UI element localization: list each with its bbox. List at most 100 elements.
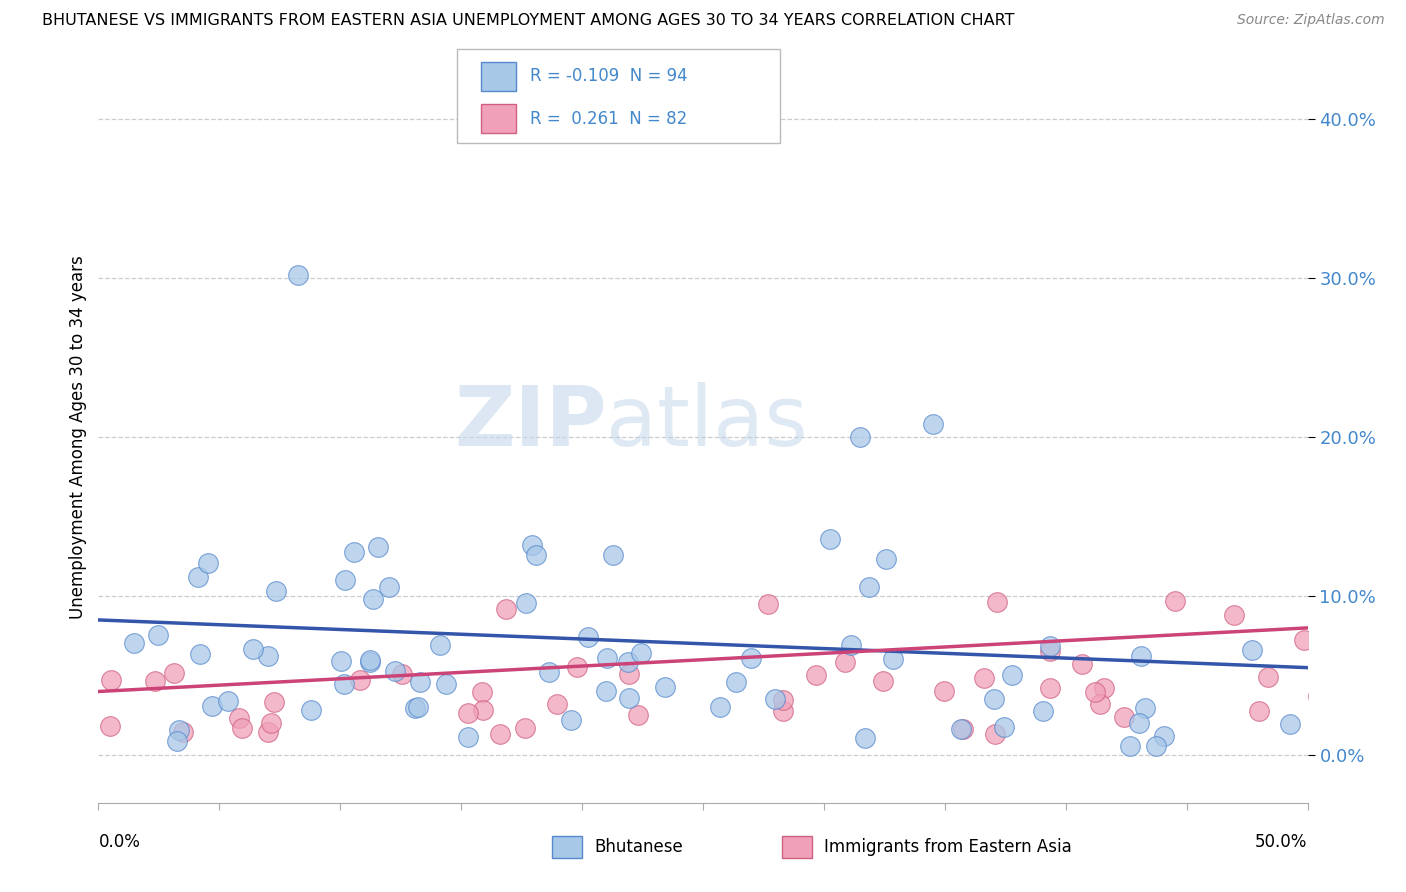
Point xyxy=(388,650,411,665)
Point xyxy=(202,711,225,725)
Point xyxy=(299,691,322,706)
Point xyxy=(685,723,707,737)
Point xyxy=(127,607,149,621)
Point xyxy=(1208,624,1230,639)
Point xyxy=(413,609,436,624)
Point xyxy=(205,555,228,569)
Point xyxy=(690,714,713,729)
Point xyxy=(782,631,804,645)
Point xyxy=(1070,668,1092,682)
Text: ZIP: ZIP xyxy=(454,382,606,463)
Text: R = -0.109  N = 94: R = -0.109 N = 94 xyxy=(530,68,688,86)
Point xyxy=(717,697,740,711)
Point xyxy=(138,651,160,665)
Point xyxy=(262,660,284,674)
Point xyxy=(1212,638,1234,652)
Point xyxy=(844,582,866,597)
Point xyxy=(229,695,252,709)
Point xyxy=(343,674,366,689)
Point xyxy=(201,721,224,735)
Text: BHUTANESE VS IMMIGRANTS FROM EASTERN ASIA UNEMPLOYMENT AMONG AGES 30 TO 34 YEARS: BHUTANESE VS IMMIGRANTS FROM EASTERN ASI… xyxy=(42,13,1015,29)
Point xyxy=(183,715,205,730)
Point xyxy=(440,681,463,696)
Point xyxy=(1085,612,1108,626)
Point xyxy=(998,677,1021,691)
Point xyxy=(751,674,773,689)
Point xyxy=(249,638,271,652)
Point xyxy=(502,692,524,706)
Point xyxy=(1018,649,1040,664)
Point xyxy=(285,648,308,663)
Point xyxy=(868,657,890,671)
Point xyxy=(1178,704,1201,718)
Point xyxy=(290,653,312,667)
Point xyxy=(160,522,183,536)
Point xyxy=(1056,610,1078,624)
Point xyxy=(1199,684,1222,698)
Point xyxy=(544,697,567,711)
Point xyxy=(678,657,700,672)
Point xyxy=(589,619,612,633)
Point xyxy=(1191,720,1213,734)
Point xyxy=(425,673,447,687)
Point xyxy=(153,538,176,552)
Point xyxy=(891,612,914,626)
Point xyxy=(96,714,118,728)
Point xyxy=(281,550,304,565)
Y-axis label: Unemployment Among Ages 30 to 34 years: Unemployment Among Ages 30 to 34 years xyxy=(69,255,87,619)
Point xyxy=(612,516,634,531)
Point xyxy=(575,493,598,508)
Point xyxy=(900,678,922,692)
Point xyxy=(378,513,401,527)
Point xyxy=(538,681,561,696)
Point xyxy=(96,660,118,674)
Point xyxy=(721,620,744,634)
Point xyxy=(987,623,1010,637)
Point xyxy=(190,623,212,637)
Point xyxy=(1285,682,1308,697)
Point xyxy=(1049,729,1071,743)
Point xyxy=(402,706,425,721)
Point xyxy=(141,718,163,732)
Point xyxy=(1126,731,1149,745)
Point xyxy=(315,619,337,633)
Point xyxy=(1233,615,1256,630)
Point xyxy=(406,644,429,658)
Point xyxy=(426,633,449,648)
Point xyxy=(333,698,356,713)
Point xyxy=(770,704,793,718)
Point xyxy=(430,513,453,527)
Point xyxy=(1066,584,1088,599)
Point xyxy=(758,669,780,683)
Point xyxy=(1213,663,1236,677)
Point xyxy=(440,638,463,652)
Point xyxy=(721,669,744,683)
Point xyxy=(995,619,1018,633)
Point xyxy=(981,574,1004,588)
Point xyxy=(356,723,378,738)
Point xyxy=(343,696,366,710)
Point xyxy=(139,731,162,746)
Point xyxy=(644,359,666,373)
Point xyxy=(1099,636,1122,650)
Point xyxy=(721,625,744,640)
Point xyxy=(617,635,640,649)
Point xyxy=(1074,629,1097,643)
Point xyxy=(910,727,932,741)
Point xyxy=(1265,624,1288,639)
Point xyxy=(269,636,291,650)
Point xyxy=(201,632,224,646)
Point xyxy=(302,662,325,676)
Point xyxy=(371,716,394,731)
Point xyxy=(908,607,931,622)
Point xyxy=(685,682,707,697)
Point xyxy=(465,668,488,682)
Point xyxy=(600,550,623,565)
Point xyxy=(806,567,828,582)
Point xyxy=(1258,699,1281,714)
Text: atlas: atlas xyxy=(606,382,808,463)
Point xyxy=(449,628,471,642)
Point xyxy=(269,639,291,653)
Point xyxy=(333,727,356,741)
Point xyxy=(174,684,197,698)
